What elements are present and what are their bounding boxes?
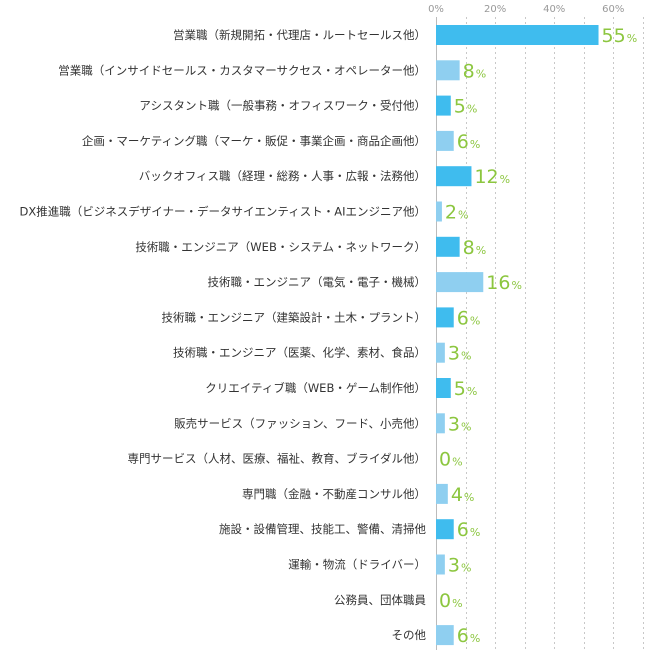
- bar: [436, 130, 454, 151]
- x-tick-label: 60%: [602, 4, 624, 15]
- x-axis-ticks: 0% 20% 40% 60%: [428, 4, 624, 15]
- bar: [436, 236, 460, 257]
- value-percent-sign: %: [464, 491, 474, 504]
- value-number: 6: [457, 307, 469, 329]
- bar: [436, 307, 454, 328]
- grid-lines: [436, 17, 644, 650]
- value-number: 12: [474, 166, 498, 188]
- value-number: 2: [445, 202, 457, 224]
- category-label: 技術職・エンジニア（医薬、化学、素材、食品）: [173, 346, 426, 360]
- bar: [436, 413, 445, 434]
- value-percent-sign: %: [476, 244, 486, 257]
- category-label: 技術職・エンジニア（建築設計・土木・プラント）: [162, 310, 427, 324]
- value-label: 3%: [448, 413, 472, 435]
- value-percent-sign: %: [470, 314, 480, 327]
- category-label: 販売サービス（ファッション、フード、小売他）: [174, 416, 426, 430]
- value-percent-sign: %: [458, 209, 468, 222]
- category-label: 技術職・エンジニア（WEB・システム・ネットワーク）: [135, 240, 426, 254]
- category-label: 営業職（新規開拓・代理店・ルートセールス他）: [173, 28, 426, 42]
- bar: [436, 378, 451, 398]
- value-label: 16%: [486, 272, 522, 294]
- value-label: 2%: [445, 202, 469, 224]
- category-label: 専門職（金融・不動産コンサル他）: [242, 487, 426, 501]
- value-label: 6%: [457, 307, 481, 329]
- value-number: 6: [457, 625, 469, 647]
- value-percent-sign: %: [467, 103, 477, 116]
- category-label: 営業職（インサイドセールス・カスタマーサクセス・オペレーター他）: [58, 63, 426, 77]
- value-label: 6%: [457, 131, 481, 153]
- value-percent-sign: %: [476, 67, 486, 80]
- category-label: その他: [392, 628, 427, 642]
- x-tick-label: 40%: [543, 4, 565, 15]
- bar: [436, 166, 472, 187]
- category-label: 技術職・エンジニア（電気・電子・機械）: [208, 275, 427, 289]
- value-percent-sign: %: [452, 456, 462, 469]
- category-labels: 営業職（新規開拓・代理店・ルートセールス他） 営業職（インサイドセールス・カスタマ…: [20, 28, 427, 642]
- value-number: 0: [439, 590, 451, 612]
- value-number: 55: [602, 25, 626, 47]
- value-label: 8%: [463, 237, 487, 259]
- value-percent-sign: %: [452, 597, 462, 610]
- value-number: 6: [457, 131, 469, 153]
- value-percent-sign: %: [461, 420, 471, 433]
- value-number: 3: [448, 343, 460, 365]
- category-label: バックオフィス職（経理・総務・人事・広報・法務他）: [139, 169, 426, 183]
- value-label: 55%: [602, 25, 638, 47]
- value-label: 6%: [457, 519, 481, 541]
- value-percent-sign: %: [467, 385, 477, 398]
- value-percent-sign: %: [627, 32, 637, 45]
- bar: [436, 483, 448, 504]
- x-tick-label: 20%: [484, 4, 506, 15]
- bar: [436, 519, 454, 540]
- value-percent-sign: %: [500, 173, 510, 186]
- value-number: 8: [463, 60, 475, 82]
- category-label: 施設・設備管理、技能工、警備、清掃他: [219, 522, 426, 536]
- value-label: 3%: [448, 343, 472, 365]
- value-percent-sign: %: [511, 279, 521, 292]
- value-label: 4%: [451, 484, 475, 506]
- bar: [436, 201, 442, 222]
- value-percent-sign: %: [461, 350, 471, 363]
- value-label: 12%: [474, 166, 510, 188]
- value-number: 5: [454, 378, 466, 400]
- bars: [436, 25, 599, 646]
- value-label: 5%: [454, 378, 478, 400]
- value-number: 3: [448, 413, 460, 435]
- value-label: 0%: [439, 590, 463, 612]
- value-number: 8: [463, 237, 475, 259]
- value-number: 3: [448, 555, 460, 577]
- bar: [436, 25, 599, 45]
- category-label: アシスタント職（一般事務・オフィスワーク・受付他）: [139, 99, 426, 113]
- bar: [436, 272, 484, 293]
- value-labels: 55%8%5%6%12%2%8%16%6%3%5%3%0%4%6%3%0%6%: [439, 25, 637, 647]
- value-number: 5: [454, 96, 466, 118]
- value-percent-sign: %: [470, 632, 480, 645]
- value-label: 5%: [454, 96, 478, 118]
- category-label: 企画・マーケティング職（マーケ・販促・事業企画・商品企画他）: [82, 134, 426, 148]
- category-label: DX推進職（ビジネスデザイナー・データサイエンティスト・AIエンジニア他）: [20, 205, 426, 219]
- value-number: 4: [451, 484, 463, 506]
- bar: [436, 342, 445, 363]
- value-label: 3%: [448, 555, 472, 577]
- value-label: 0%: [439, 449, 463, 471]
- bar: [436, 95, 451, 116]
- value-label: 6%: [457, 625, 481, 647]
- bar: [436, 554, 445, 575]
- value-number: 6: [457, 519, 469, 541]
- value-label: 8%: [463, 60, 487, 82]
- category-label: 専門サービス（人材、医療、福祉、教育、ブライダル他）: [127, 452, 426, 466]
- category-label: クリエイティブ職（WEB・ゲーム制作他）: [205, 381, 426, 395]
- bar: [436, 625, 454, 646]
- x-tick-label: 0%: [428, 4, 444, 15]
- category-label: 公務員、団体職員: [334, 593, 426, 607]
- bar: [436, 60, 460, 81]
- value-number: 16: [486, 272, 510, 294]
- value-percent-sign: %: [461, 562, 471, 575]
- value-number: 0: [439, 449, 451, 471]
- category-label: 運輸・物流（ドライバー）: [288, 558, 426, 572]
- value-percent-sign: %: [470, 138, 480, 151]
- value-percent-sign: %: [470, 526, 480, 539]
